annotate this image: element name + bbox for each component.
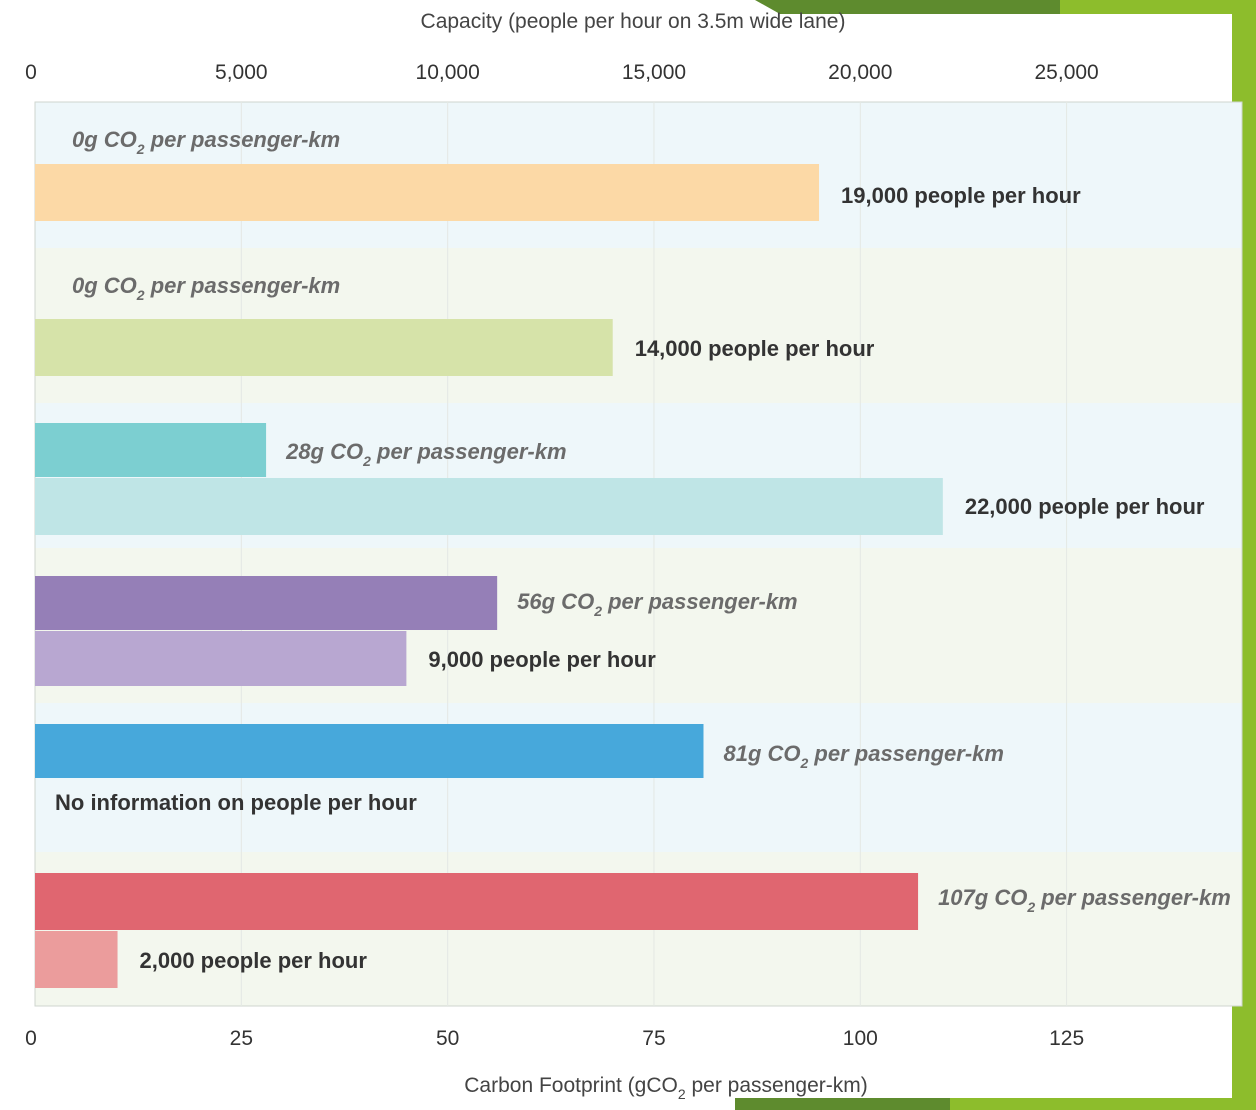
co2-label: 107g CO2 per passenger-km (938, 885, 1231, 915)
accent-band-bottom-light (950, 1098, 1256, 1110)
bar-labels: 0g CO2 per passenger-km 19,000 people per… (55, 127, 1231, 973)
capacity-bar (35, 319, 613, 376)
co2-bar (35, 873, 919, 930)
bottom-tick-label: 125 (1049, 1027, 1084, 1050)
top-axis-title: Capacity (people per hour on 3.5m wide l… (421, 10, 846, 33)
accent-band-bottom (735, 1098, 950, 1110)
top-tick-label: 5,000 (215, 61, 268, 84)
co2-bar (35, 576, 498, 630)
top-axis-ticks: 0 5,000 10,000 15,000 20,000 25,000 (25, 61, 1099, 84)
co2-bar (35, 423, 267, 477)
gridlines (240, 102, 1068, 1006)
accent-band-top-light (1060, 0, 1256, 14)
top-tick-label: 20,000 (828, 61, 892, 84)
bottom-tick-label: 75 (642, 1027, 665, 1050)
capacity-label: 19,000 people per hour (841, 183, 1081, 208)
capacity-bar (35, 478, 943, 535)
plot-frame (34, 101, 1243, 1007)
co2-label: 0g CO2 per passenger-km (72, 273, 340, 303)
capacity-label: No information on people per hour (55, 790, 417, 815)
bottom-axis-ticks: 0 25 50 75 100 125 (25, 1027, 1084, 1050)
capacity-bar (35, 631, 407, 686)
plot-background (34, 101, 1243, 1007)
capacity-bar (35, 931, 118, 988)
co2-label: 28g CO2 per passenger-km (285, 439, 566, 469)
co2-label: 56g CO2 per passenger-km (517, 589, 797, 619)
bottom-tick-label: 100 (843, 1027, 878, 1050)
capacity-bar (35, 164, 820, 221)
bottom-tick-label: 0 (25, 1027, 37, 1050)
co2-label: 0g CO2 per passenger-km (72, 127, 340, 157)
accent-band-top (755, 0, 1060, 14)
bottom-tick-label: 50 (436, 1027, 459, 1050)
bars (35, 164, 943, 988)
capacity-label: 2,000 people per hour (140, 948, 368, 973)
co2-bar (35, 724, 704, 778)
top-tick-label: 0 (25, 61, 37, 84)
top-tick-label: 15,000 (622, 61, 686, 84)
capacity-label: 22,000 people per hour (965, 494, 1205, 519)
bottom-axis-title: Carbon Footprint (gCO2 per passenger-km) (464, 1074, 867, 1102)
capacity-label: 9,000 people per hour (428, 647, 656, 672)
capacity-label: 14,000 people per hour (635, 336, 875, 361)
bottom-tick-label: 25 (230, 1027, 253, 1050)
co2-label: 81g CO2 per passenger-km (723, 741, 1003, 771)
top-tick-label: 25,000 (1035, 61, 1099, 84)
top-tick-label: 10,000 (416, 61, 480, 84)
